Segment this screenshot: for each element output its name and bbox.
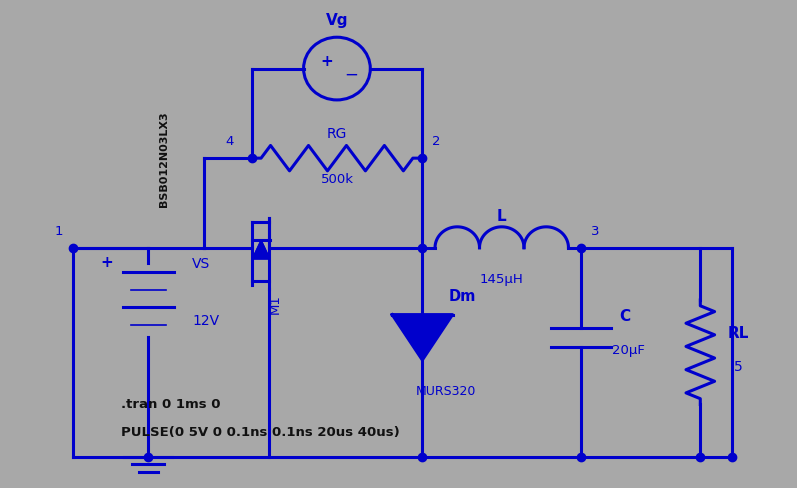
Text: 12V: 12V: [192, 314, 219, 328]
Text: C: C: [619, 309, 630, 324]
Text: +: +: [320, 54, 333, 69]
Text: MURS320: MURS320: [416, 385, 477, 398]
Text: VS: VS: [192, 257, 210, 271]
Text: 1: 1: [55, 225, 63, 238]
Text: 145μH: 145μH: [480, 273, 524, 285]
Text: Vg: Vg: [326, 13, 348, 28]
Text: 2: 2: [433, 135, 441, 148]
Text: 4: 4: [225, 135, 234, 148]
Text: Dm: Dm: [449, 289, 476, 304]
Text: BSB012N03LX3: BSB012N03LX3: [159, 111, 169, 207]
Polygon shape: [392, 315, 453, 360]
Text: 500k: 500k: [320, 173, 353, 185]
Text: .tran 0 1ms 0: .tran 0 1ms 0: [120, 398, 220, 411]
Text: +: +: [100, 255, 113, 270]
Text: RG: RG: [327, 127, 347, 141]
Text: 3: 3: [591, 225, 599, 238]
Text: 20μF: 20μF: [612, 344, 646, 357]
Polygon shape: [253, 240, 270, 259]
Text: RL: RL: [728, 326, 749, 341]
Text: M1: M1: [269, 294, 282, 314]
Text: −: −: [344, 65, 358, 83]
Text: 5: 5: [734, 360, 743, 374]
Text: L: L: [497, 209, 507, 224]
Text: PULSE(0 5V 0 0.1ns 0.1ns 20us 40us): PULSE(0 5V 0 0.1ns 0.1ns 20us 40us): [120, 427, 399, 439]
